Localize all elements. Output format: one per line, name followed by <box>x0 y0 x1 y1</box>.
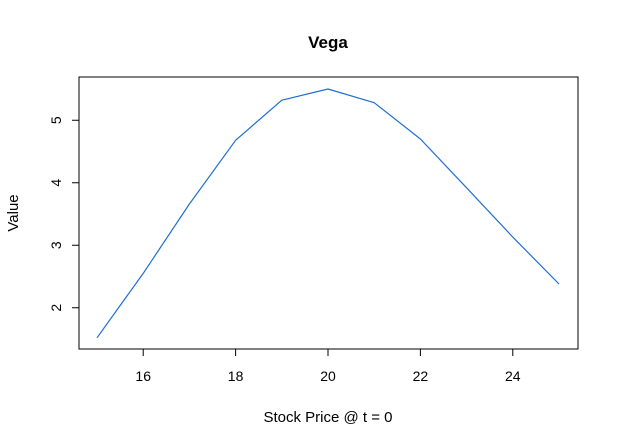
x-tick-label: 18 <box>228 368 244 384</box>
plot-frame <box>78 76 579 350</box>
y-tick-label: 3 <box>48 241 64 249</box>
y-tick-label: 5 <box>48 116 64 124</box>
series-layer <box>96 88 560 339</box>
x-tick-label: 16 <box>135 368 151 384</box>
x-axis: 16 18 20 22 24 <box>135 348 521 384</box>
x-tick-label: 20 <box>320 368 336 384</box>
y-tick-label: 4 <box>48 179 64 187</box>
x-tick-label: 22 <box>413 368 429 384</box>
y-axis-title: Value <box>5 194 22 231</box>
chart-title: Vega <box>308 33 348 52</box>
y-axis: 2 3 4 5 <box>48 116 80 312</box>
y-tick-label: 2 <box>48 304 64 312</box>
vega-series-line <box>96 88 560 339</box>
x-axis-title: Stock Price @ t = 0 <box>263 409 392 426</box>
x-tick-label: 24 <box>505 368 521 384</box>
